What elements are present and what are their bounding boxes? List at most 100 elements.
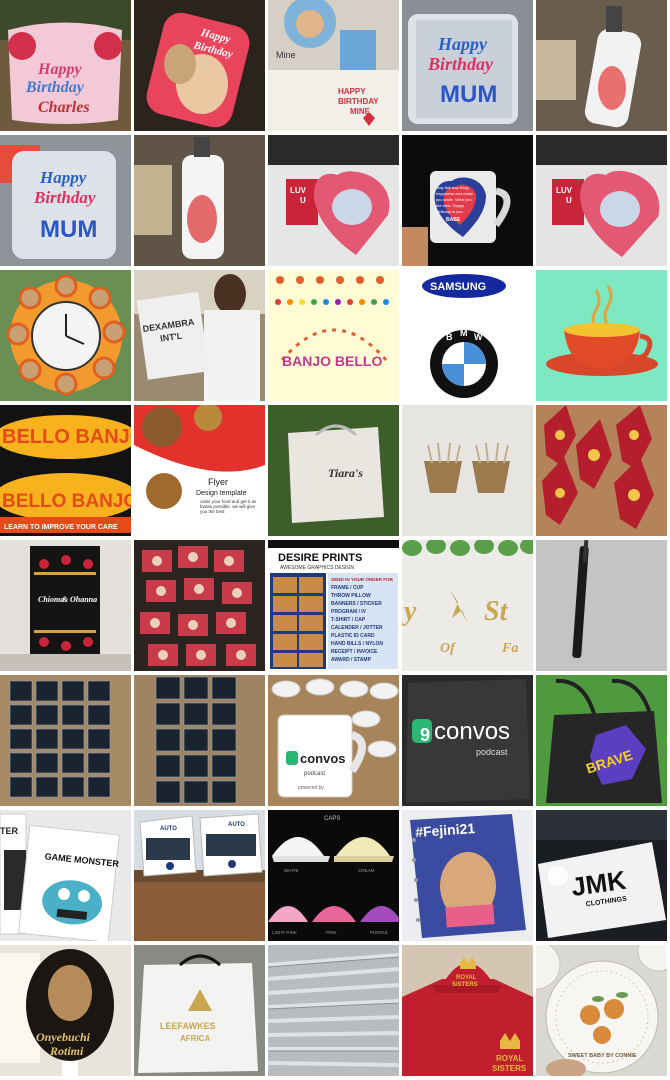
svg-text:9: 9 — [420, 725, 430, 745]
tile-jmk-clothings-sign[interactable]: JMK CLOTHINGS — [536, 810, 667, 941]
tile-auto-desk-calendar[interactable]: AUTO AUTO — [134, 810, 265, 941]
tile-water-bottle-closeup[interactable] — [134, 135, 265, 266]
tile-wooden-pens-holder[interactable] — [402, 405, 533, 536]
svg-text:Fa: Fa — [501, 641, 518, 656]
svg-text:May this day bring: May this day bring — [436, 185, 468, 190]
svg-text:y: y — [402, 596, 417, 627]
tile-printed-tshirt-customer[interactable]: DEXAMBRA INT'L — [134, 270, 265, 401]
svg-text:PURPLE: PURPLE — [370, 930, 388, 935]
tile-water-bottle-photo[interactable] — [536, 0, 667, 131]
tile-fejini-notebook[interactable]: #Fejini21 — [402, 810, 533, 941]
svg-text:Happy: Happy — [437, 34, 488, 54]
svg-text:Birthday to you: Birthday to you — [436, 209, 463, 214]
svg-text:Flyer: Flyer — [208, 477, 228, 487]
tile-baby-plates[interactable]: SWEET BABY BY CONNIE — [536, 945, 667, 1076]
svg-text:SISTERS: SISTERS — [452, 982, 478, 988]
svg-text:Happy: Happy — [37, 61, 82, 78]
svg-text:Birthday: Birthday — [25, 79, 85, 96]
tile-royal-sisters-shirt-cap[interactable]: ROYAL SISTERS ROYAL SISTERS — [402, 945, 533, 1076]
svg-text:convos: convos — [300, 751, 346, 766]
tile-pillow-birthday[interactable]: Happy Birthday Charles — [0, 0, 131, 131]
svg-text:U: U — [566, 196, 572, 205]
svg-text:BANNERS / STICKER: BANNERS / STICKER — [331, 601, 382, 607]
svg-text:CALENDER / JOTTER: CALENDER / JOTTER — [331, 625, 383, 631]
svg-text:LUV: LUV — [290, 186, 307, 195]
tile-silver-pens[interactable] — [268, 945, 399, 1076]
svg-text:FRAME / CUP: FRAME / CUP — [331, 585, 364, 591]
svg-text:B: B — [446, 332, 453, 342]
svg-text:W: W — [474, 332, 483, 342]
tile-heart-pillow-card-2[interactable]: LUV U — [536, 135, 667, 266]
svg-text:WHITE: WHITE — [284, 868, 299, 873]
tile-caps-mockup[interactable]: CAPS WHITE CREAM LIGHT PINK PINK PURPLE — [268, 810, 399, 941]
svg-text:BABE: BABE — [446, 217, 461, 223]
tile-black-booklets-grid[interactable] — [0, 675, 131, 806]
svg-text:DESIRE PRINTS: DESIRE PRINTS — [278, 552, 362, 564]
svg-text:THROW PILLOW: THROW PILLOW — [331, 593, 371, 599]
svg-text:SAMSUNG: SAMSUNG — [430, 281, 486, 293]
tile-branded-pen[interactable] — [536, 540, 667, 671]
svg-text:BIRTHDAY: BIRTHDAY — [338, 97, 379, 106]
tile-award-plaques[interactable] — [536, 405, 667, 536]
tile-samsung-bmw-logos[interactable]: SAMSUNG B M W — [402, 270, 533, 401]
svg-text:LIGHT PINK: LIGHT PINK — [272, 930, 297, 935]
tile-program-stacks[interactable] — [134, 540, 265, 671]
svg-text:convos: convos — [434, 718, 510, 745]
tile-mug-happy-birthday-photo[interactable]: Happy Birthday — [134, 0, 265, 131]
svg-text:Happy: Happy — [39, 168, 87, 187]
svg-text:ROYAL: ROYAL — [496, 1054, 523, 1063]
svg-text:AWESOME GRAPHICS DESIGN: AWESOME GRAPHICS DESIGN — [280, 565, 354, 571]
svg-text:&: & — [62, 595, 69, 604]
tile-gold-signage[interactable]: y St Of Fa — [402, 540, 533, 671]
tile-brave-tote-bag[interactable]: BRAVE — [536, 675, 667, 806]
svg-text:BELLO BANJO: BELLO BANJO — [2, 491, 131, 512]
svg-text:powered by: powered by — [298, 785, 324, 791]
svg-text:AUTO: AUTO — [228, 822, 245, 828]
svg-text:TER: TER — [0, 826, 19, 836]
svg-text:MUM: MUM — [440, 81, 497, 108]
svg-text:BELLO BANJO: BELLO BANJO — [2, 426, 131, 448]
svg-text:Onyebuchi: Onyebuchi — [36, 1030, 91, 1044]
tile-mug-mum-closeup[interactable]: Happy Birthday MUM — [0, 135, 131, 266]
svg-text:AUTO: AUTO — [160, 826, 177, 832]
tile-leefawkes-gift-bag[interactable]: LEEFAWKES AFRICA — [134, 945, 265, 1076]
svg-text:Charles: Charles — [38, 99, 90, 116]
tile-cup-illustration[interactable] — [536, 270, 667, 401]
svg-text:Chioma: Chioma — [38, 595, 64, 604]
svg-text:U: U — [300, 196, 306, 205]
tile-mug-mum[interactable]: Happy Birthday MUM — [402, 0, 533, 131]
svg-text:SWEET BABY BY CONNIE: SWEET BABY BY CONNIE — [568, 1053, 637, 1059]
tile-tiaras-paper-bag[interactable]: Tiara's — [268, 405, 399, 536]
svg-text:AFRICA: AFRICA — [180, 1034, 210, 1043]
svg-text:podcast: podcast — [304, 771, 325, 777]
svg-text:Ohanna: Ohanna — [70, 595, 97, 604]
svg-text:MINE: MINE — [350, 107, 371, 116]
svg-text:the best. Happy: the best. Happy — [436, 203, 464, 208]
svg-text:T-SHIRT / CAP: T-SHIRT / CAP — [331, 617, 366, 623]
tile-convos-pillow[interactable]: 9 convos podcast — [402, 675, 533, 806]
svg-text:Come feel the difference: Come feel the difference — [182, 453, 252, 461]
tile-birthday-gift-pack[interactable]: Mine HAPPY BIRTHDAY MINE — [268, 0, 399, 131]
tile-wedding-program-cover[interactable]: Chioma & Ohanna — [0, 540, 131, 671]
tile-wedding-fan-program[interactable]: Onyebuchi Rotimi — [0, 945, 131, 1076]
tile-food-flyer-template[interactable]: Come feel the difference Flyer Design te… — [134, 405, 265, 536]
svg-text:happiness and make: happiness and make — [436, 191, 474, 196]
svg-text:AWARD / STAMP: AWARD / STAMP — [331, 657, 372, 663]
tile-desire-prints-flyer[interactable]: DESIRE PRINTS AWESOME GRAPHICS DESIGN SE… — [268, 540, 399, 671]
svg-text:Design template: Design template — [196, 490, 247, 497]
tile-banjo-bello-logo[interactable]: BANJO BELLO — [268, 270, 399, 401]
svg-text:podcast: podcast — [476, 747, 508, 757]
tile-game-monster-prints[interactable]: TER GAME MONSTER — [0, 810, 131, 941]
svg-text:CREAM: CREAM — [358, 868, 375, 873]
svg-text:M: M — [460, 328, 468, 338]
tile-convos-mugs[interactable]: convos podcast powered by — [268, 675, 399, 806]
tile-heart-pillow-card[interactable]: LUV U — [268, 135, 399, 266]
svg-text:#Fejini21: #Fejini21 — [415, 820, 476, 840]
tile-photo-wall-clock[interactable] — [0, 270, 131, 401]
svg-text:HAPPY: HAPPY — [338, 87, 366, 96]
tile-black-booklets-grid-2[interactable] — [134, 675, 265, 806]
tile-bello-banjo-3d-text[interactable]: BELLO BANJO BELLO BANJO LEARN TO IMPROVE… — [0, 405, 131, 536]
svg-text:ROYAL: ROYAL — [456, 975, 477, 981]
tile-mug-love-message[interactable]: May this day bring happiness and make yo… — [402, 135, 533, 266]
svg-text:LUV: LUV — [556, 186, 573, 195]
